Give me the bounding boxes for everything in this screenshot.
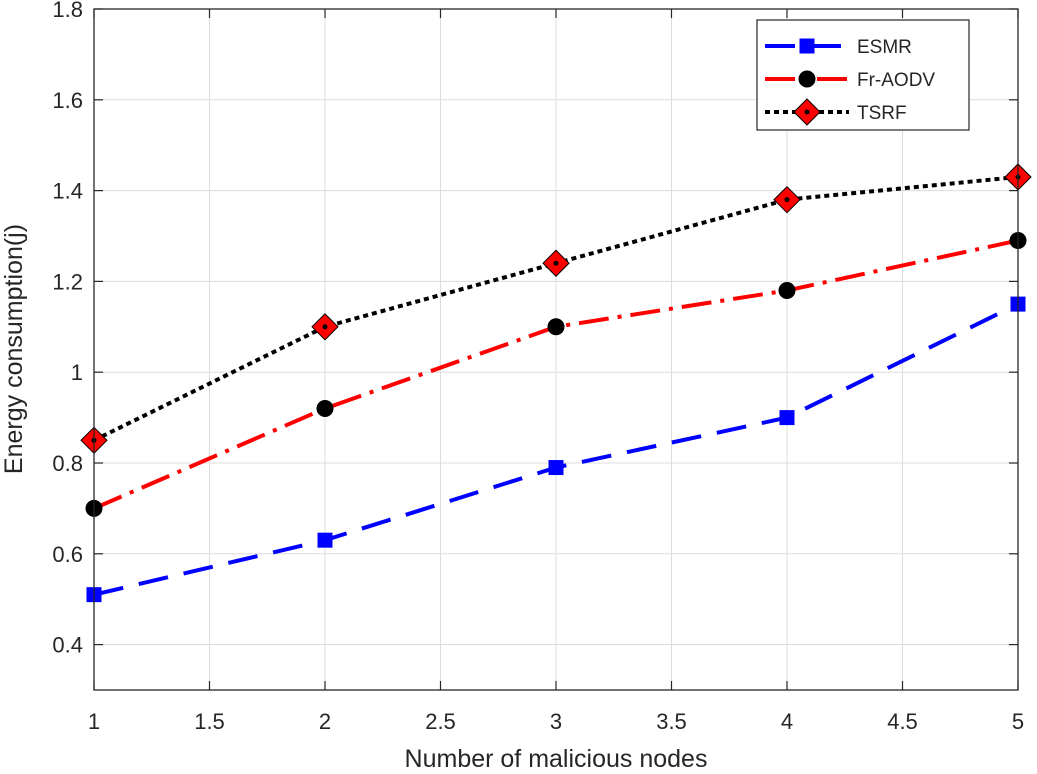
data-point-tsrf-center bbox=[553, 260, 559, 266]
legend-label-tsrf: TSRF bbox=[857, 103, 907, 124]
data-point-esmr bbox=[779, 410, 795, 426]
legend-label-esmr: ESMR bbox=[857, 37, 912, 58]
x-tick-label: 3 bbox=[550, 709, 562, 734]
axis-ticks: 1 1.5 2 2.5 3 3.5 4 4.5 5 0.4 0.6 0.8 1 1.2 1.4 1.6 1.8 bbox=[52, 0, 1024, 734]
data-point-fr-aodv bbox=[778, 281, 796, 299]
legend-marker-esmr bbox=[799, 38, 815, 54]
x-tick-label: 1 bbox=[88, 709, 100, 734]
x-tick-label: 4.5 bbox=[887, 709, 918, 734]
legend-label-fr-aodv: Fr-AODV bbox=[857, 70, 935, 91]
data-point-tsrf-center bbox=[322, 324, 328, 330]
y-tick-label: 1 bbox=[71, 360, 83, 385]
legend: ESMR Fr-AODV TSRF bbox=[756, 19, 970, 131]
data-point-esmr bbox=[317, 532, 333, 548]
data-point-tsrf-center bbox=[784, 197, 790, 203]
x-tick-label: 1.5 bbox=[194, 709, 225, 734]
y-tick-label: 0.6 bbox=[52, 542, 83, 567]
x-axis-label: Number of malicious nodes bbox=[405, 745, 708, 773]
y-tick-label: 1.4 bbox=[52, 179, 83, 204]
data-point-fr-aodv bbox=[316, 400, 334, 418]
x-tick-label: 4 bbox=[781, 709, 793, 734]
x-tick-label: 2 bbox=[319, 709, 331, 734]
y-tick-label: 1.2 bbox=[52, 269, 83, 294]
x-tick-label: 3.5 bbox=[656, 709, 687, 734]
y-axis-label: Energy consumption(j) bbox=[0, 224, 28, 474]
data-point-esmr bbox=[548, 460, 564, 476]
y-tick-label: 0.4 bbox=[52, 633, 83, 658]
x-tick-label: 2.5 bbox=[425, 709, 456, 734]
data-point-fr-aodv bbox=[547, 318, 565, 336]
x-tick-label: 5 bbox=[1012, 709, 1024, 734]
y-tick-label: 1.8 bbox=[52, 0, 83, 22]
legend-marker-fr-aodv bbox=[798, 70, 816, 88]
y-tick-label: 1.6 bbox=[52, 88, 83, 113]
series-layer bbox=[80, 163, 1032, 603]
legend-marker-tsrf-center bbox=[804, 109, 810, 115]
y-tick-label: 0.8 bbox=[52, 451, 83, 476]
